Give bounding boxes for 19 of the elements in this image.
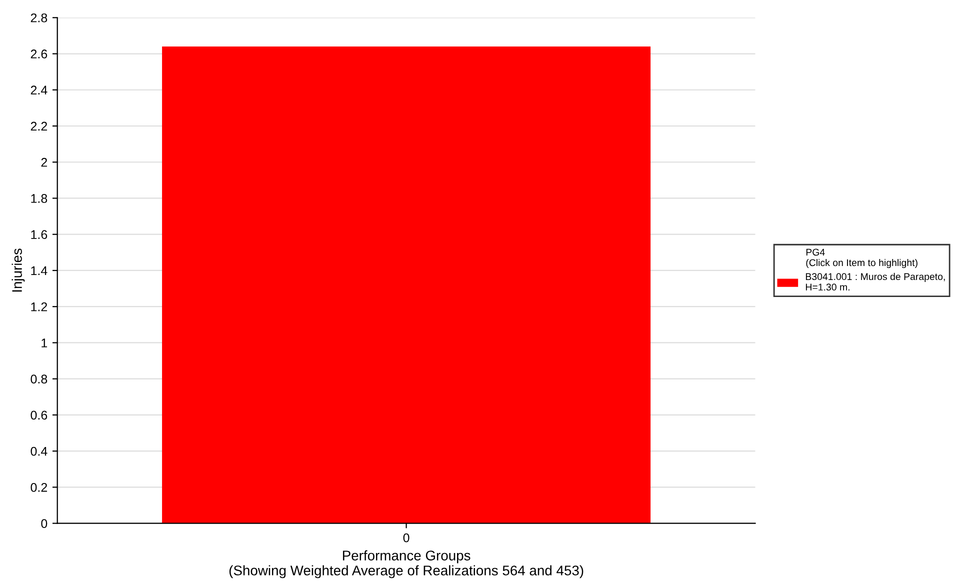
y-tick-label: 0 bbox=[41, 519, 48, 528]
y-tick-label: 2.8 bbox=[30, 13, 48, 22]
x-axis-title: Performance Groups (Showing Weighted Average of Realizations 564 and 453) bbox=[229, 550, 584, 578]
y-tick-label: 0.2 bbox=[30, 483, 48, 492]
y-tick-label: 2.6 bbox=[30, 50, 48, 58]
y-tick-label: 1.8 bbox=[31, 194, 48, 203]
y-tick-label: 1.4 bbox=[31, 266, 48, 276]
y-tick-label: 0.6 bbox=[30, 410, 48, 420]
y-tick-label: 2 bbox=[41, 158, 48, 167]
y-tick-label: 2.4 bbox=[30, 86, 48, 94]
legend-title: PG4 (Click on Item to highlight) bbox=[806, 248, 918, 268]
y-tick-label: 2.2 bbox=[30, 122, 48, 131]
y-tick-label: 1 bbox=[42, 338, 48, 348]
legend-label: B3041.001 : Muros de Parapeto, H=1.30 m. bbox=[806, 272, 945, 291]
y-tick-label: 0.4 bbox=[30, 446, 48, 456]
y-tick-label: 1.2 bbox=[31, 302, 48, 312]
y-tick-label: 0.8 bbox=[30, 374, 48, 384]
y-tick-label: 1.6 bbox=[31, 230, 48, 240]
y-axis-title: Injuries bbox=[12, 248, 25, 292]
